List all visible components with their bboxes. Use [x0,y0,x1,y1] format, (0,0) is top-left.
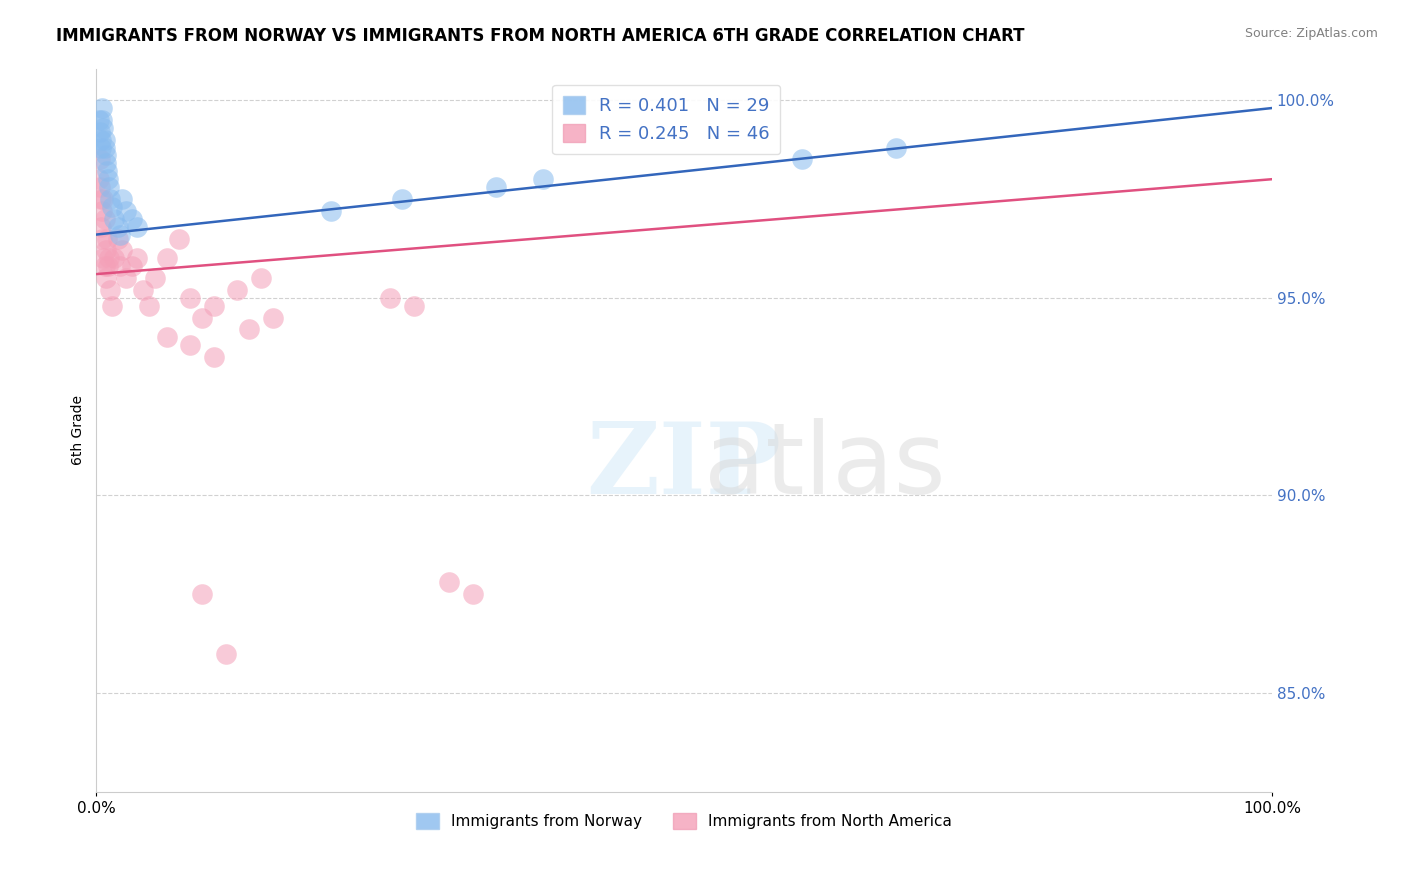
Point [107,231,129,245]
Point [531,172,554,186]
Point [127,252,149,266]
Point [87,112,110,127]
Point [167,231,190,245]
Point [143,271,166,285]
Point [93,120,115,135]
Point [91,231,114,245]
Point [100,200,122,214]
Y-axis label: 6th Grade: 6th Grade [72,395,86,466]
Point [93,211,115,226]
Point [93,133,115,147]
Text: IMMIGRANTS FROM NORWAY VS IMMIGRANTS FROM NORTH AMERICA 6TH GRADE CORRELATION CH: IMMIGRANTS FROM NORWAY VS IMMIGRANTS FRO… [56,27,1025,45]
Point [191,587,214,601]
Point [108,259,131,273]
Point [121,259,143,273]
Text: Source: ZipAtlas.com: Source: ZipAtlas.com [1244,27,1378,40]
Point [90,192,112,206]
Point [87,172,110,186]
Point [94,244,117,258]
Point [89,180,111,194]
Point [262,310,284,325]
Point [108,227,131,242]
Point [100,192,122,206]
Point [132,283,155,297]
Point [226,283,249,297]
Point [179,291,201,305]
Point [156,252,179,266]
Point [138,299,160,313]
Point [93,140,115,154]
Point [94,271,117,285]
Point [100,299,122,313]
Point [214,647,236,661]
Point [93,192,115,206]
Point [91,112,114,127]
Point [90,133,112,147]
Point [114,271,136,285]
Text: atlas: atlas [704,418,946,515]
Point [89,125,111,139]
Point [202,350,225,364]
Point [103,211,125,226]
Text: ZIP: ZIP [586,418,782,515]
Point [111,244,134,258]
Point [380,291,402,305]
Point [156,330,179,344]
Point [111,192,134,206]
Point [391,192,413,206]
Point [402,299,425,313]
Point [238,322,260,336]
Point [98,252,121,266]
Point [321,203,343,218]
Point [202,299,225,313]
Point [94,156,117,170]
Point [114,203,136,218]
Point [103,252,125,266]
Point [437,575,460,590]
Point [250,271,273,285]
Point [94,148,117,162]
Point [93,259,115,273]
Point [90,140,112,154]
Point [179,338,201,352]
Point [96,164,118,178]
Point [107,219,129,234]
Point [96,231,118,245]
Point [91,101,114,115]
Point [93,252,115,266]
Point [90,219,112,234]
Point [191,310,214,325]
Point [89,153,111,167]
Point [97,172,120,186]
Point [91,203,114,218]
Point [485,180,508,194]
Point [127,219,149,234]
Point [98,180,121,194]
Point [121,211,143,226]
Point [100,283,122,297]
Point [97,259,120,273]
Point [790,153,813,167]
Point [884,140,907,154]
Legend: Immigrants from Norway, Immigrants from North America: Immigrants from Norway, Immigrants from … [411,806,957,835]
Point [461,587,484,601]
